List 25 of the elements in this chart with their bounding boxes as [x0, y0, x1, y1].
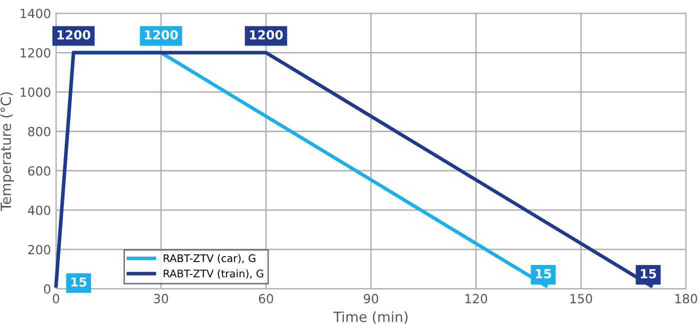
data-label: 1200	[58, 30, 90, 40]
x-tick-label: 0	[52, 294, 60, 304]
x-tick-label: 90	[364, 294, 378, 304]
y-tick-label: 400	[28, 206, 50, 216]
data-label: 15	[536, 269, 552, 278]
data-label: 15	[640, 269, 656, 278]
y-tick-label: 1200	[20, 48, 50, 58]
y-tick-label: 200	[28, 244, 50, 254]
x-tick-label: 30	[154, 294, 168, 304]
legend-label: RABT-ZTV (car), G	[164, 254, 256, 264]
legend-label: RABT-ZTV (train), G	[164, 269, 264, 279]
y-tick-label: 1000	[20, 87, 50, 97]
x-axis-title: Time (min)	[333, 311, 408, 324]
y-tick-label: 1400	[20, 8, 50, 18]
y-axis-title: Temperature (°C)	[0, 92, 14, 212]
y-tick-label: 600	[28, 166, 50, 176]
x-tick-label: 180	[675, 294, 698, 304]
data-label: 1200	[145, 30, 178, 40]
data-label: 15	[71, 277, 86, 287]
data-label: 1200	[250, 30, 283, 40]
x-tick-label: 120	[465, 294, 488, 304]
x-tick-label: 60	[258, 294, 274, 304]
y-tick-label: 0	[44, 284, 50, 294]
x-tick-label: 150	[570, 294, 592, 304]
y-tick-label: 800	[28, 126, 50, 136]
